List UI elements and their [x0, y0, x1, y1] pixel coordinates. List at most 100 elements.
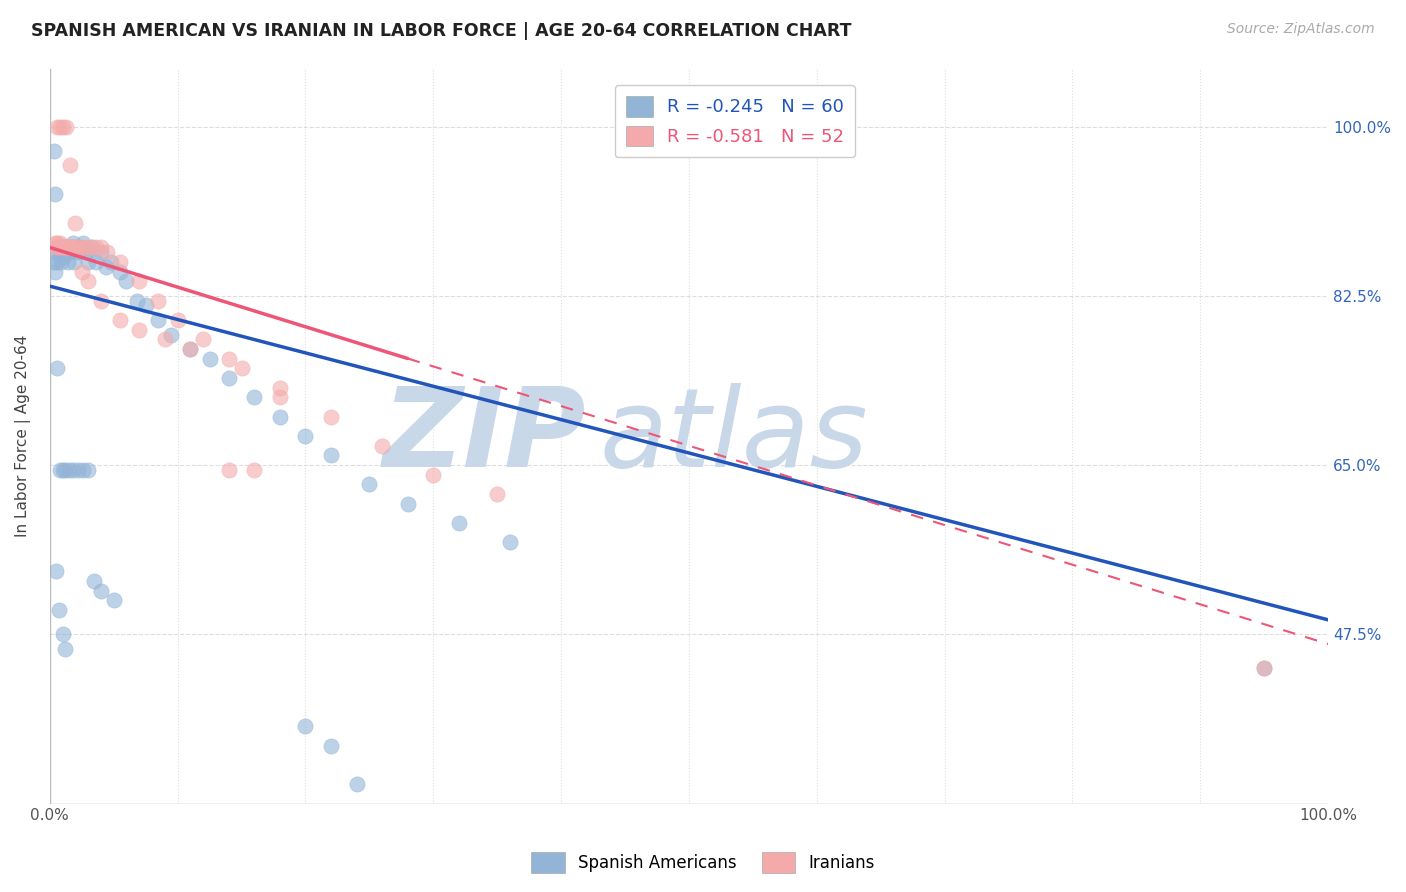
- Point: [55, 240, 77, 254]
- Point: [63, 255, 86, 269]
- Point: [55, 245, 77, 260]
- Text: Source: ZipAtlas.com: Source: ZipAtlas.com: [1227, 22, 1375, 37]
- Point: [51, 463, 73, 477]
- Point: [108, 265, 131, 279]
- Point: [231, 361, 253, 376]
- Point: [153, 332, 176, 346]
- Point: [100, 255, 122, 269]
- Point: [60, 240, 83, 254]
- Point: [77, 463, 100, 477]
- Point: [179, 342, 201, 356]
- Point: [56, 255, 79, 269]
- Point: [42, 255, 65, 269]
- Point: [422, 467, 444, 482]
- Point: [56, 240, 79, 254]
- Point: [269, 409, 291, 424]
- Point: [77, 274, 100, 288]
- Point: [59, 240, 82, 254]
- Point: [51, 250, 73, 264]
- Point: [75, 245, 97, 260]
- Text: SPANISH AMERICAN VS IRANIAN IN LABOR FORCE | AGE 20-64 CORRELATION CHART: SPANISH AMERICAN VS IRANIAN IN LABOR FOR…: [31, 22, 852, 40]
- Point: [46, 361, 69, 376]
- Point: [44, 235, 66, 250]
- Point: [128, 274, 150, 288]
- Point: [55, 120, 77, 134]
- Y-axis label: In Labor Force | Age 20-64: In Labor Force | Age 20-64: [15, 334, 31, 537]
- Point: [160, 327, 183, 342]
- Point: [59, 158, 82, 172]
- Point: [51, 240, 73, 254]
- Point: [166, 313, 188, 327]
- Point: [48, 245, 70, 260]
- Point: [319, 449, 342, 463]
- Point: [44, 187, 66, 202]
- Point: [90, 583, 112, 598]
- Point: [53, 240, 76, 254]
- Point: [49, 235, 72, 250]
- Point: [128, 323, 150, 337]
- Point: [243, 463, 266, 477]
- Point: [319, 409, 342, 424]
- Point: [90, 240, 112, 254]
- Point: [58, 463, 80, 477]
- Point: [269, 381, 291, 395]
- Point: [125, 293, 148, 308]
- Point: [65, 240, 87, 254]
- Point: [49, 240, 72, 254]
- Point: [46, 235, 69, 250]
- Point: [218, 463, 240, 477]
- Point: [243, 390, 266, 404]
- Point: [46, 120, 69, 134]
- Point: [77, 255, 100, 269]
- Point: [72, 463, 94, 477]
- Point: [115, 274, 138, 288]
- Point: [319, 739, 342, 753]
- Point: [447, 516, 470, 530]
- Point: [69, 240, 91, 254]
- Text: atlas: atlas: [599, 383, 868, 490]
- Point: [46, 255, 69, 269]
- Point: [45, 245, 67, 260]
- Point: [396, 497, 419, 511]
- Point: [51, 120, 73, 134]
- Text: ZIP: ZIP: [384, 383, 586, 490]
- Point: [53, 240, 76, 254]
- Point: [486, 487, 509, 501]
- Point: [62, 463, 84, 477]
- Point: [80, 240, 103, 254]
- Point: [346, 777, 368, 791]
- Point: [103, 593, 125, 607]
- Point: [53, 463, 76, 477]
- Point: [58, 240, 80, 254]
- Point: [62, 240, 84, 254]
- Point: [218, 371, 240, 385]
- Point: [1253, 661, 1275, 675]
- Point: [51, 240, 73, 254]
- Point: [51, 255, 73, 269]
- Point: [96, 245, 118, 260]
- Point: [53, 641, 76, 656]
- Point: [84, 255, 107, 269]
- Point: [94, 260, 117, 274]
- Point: [44, 265, 66, 279]
- Point: [90, 245, 112, 260]
- Point: [49, 120, 72, 134]
- Point: [45, 240, 67, 254]
- Point: [52, 240, 75, 254]
- Point: [59, 245, 82, 260]
- Point: [108, 313, 131, 327]
- Point: [198, 351, 221, 366]
- Point: [359, 477, 381, 491]
- Point: [58, 240, 80, 254]
- Point: [49, 463, 72, 477]
- Point: [70, 265, 93, 279]
- Legend: R = -0.245   N = 60, R = -0.581   N = 52: R = -0.245 N = 60, R = -0.581 N = 52: [614, 85, 855, 157]
- Point: [72, 235, 94, 250]
- Point: [51, 627, 73, 641]
- Point: [135, 298, 157, 312]
- Point: [191, 332, 214, 346]
- Point: [83, 574, 105, 589]
- Point: [84, 240, 107, 254]
- Point: [48, 240, 70, 254]
- Point: [60, 240, 83, 254]
